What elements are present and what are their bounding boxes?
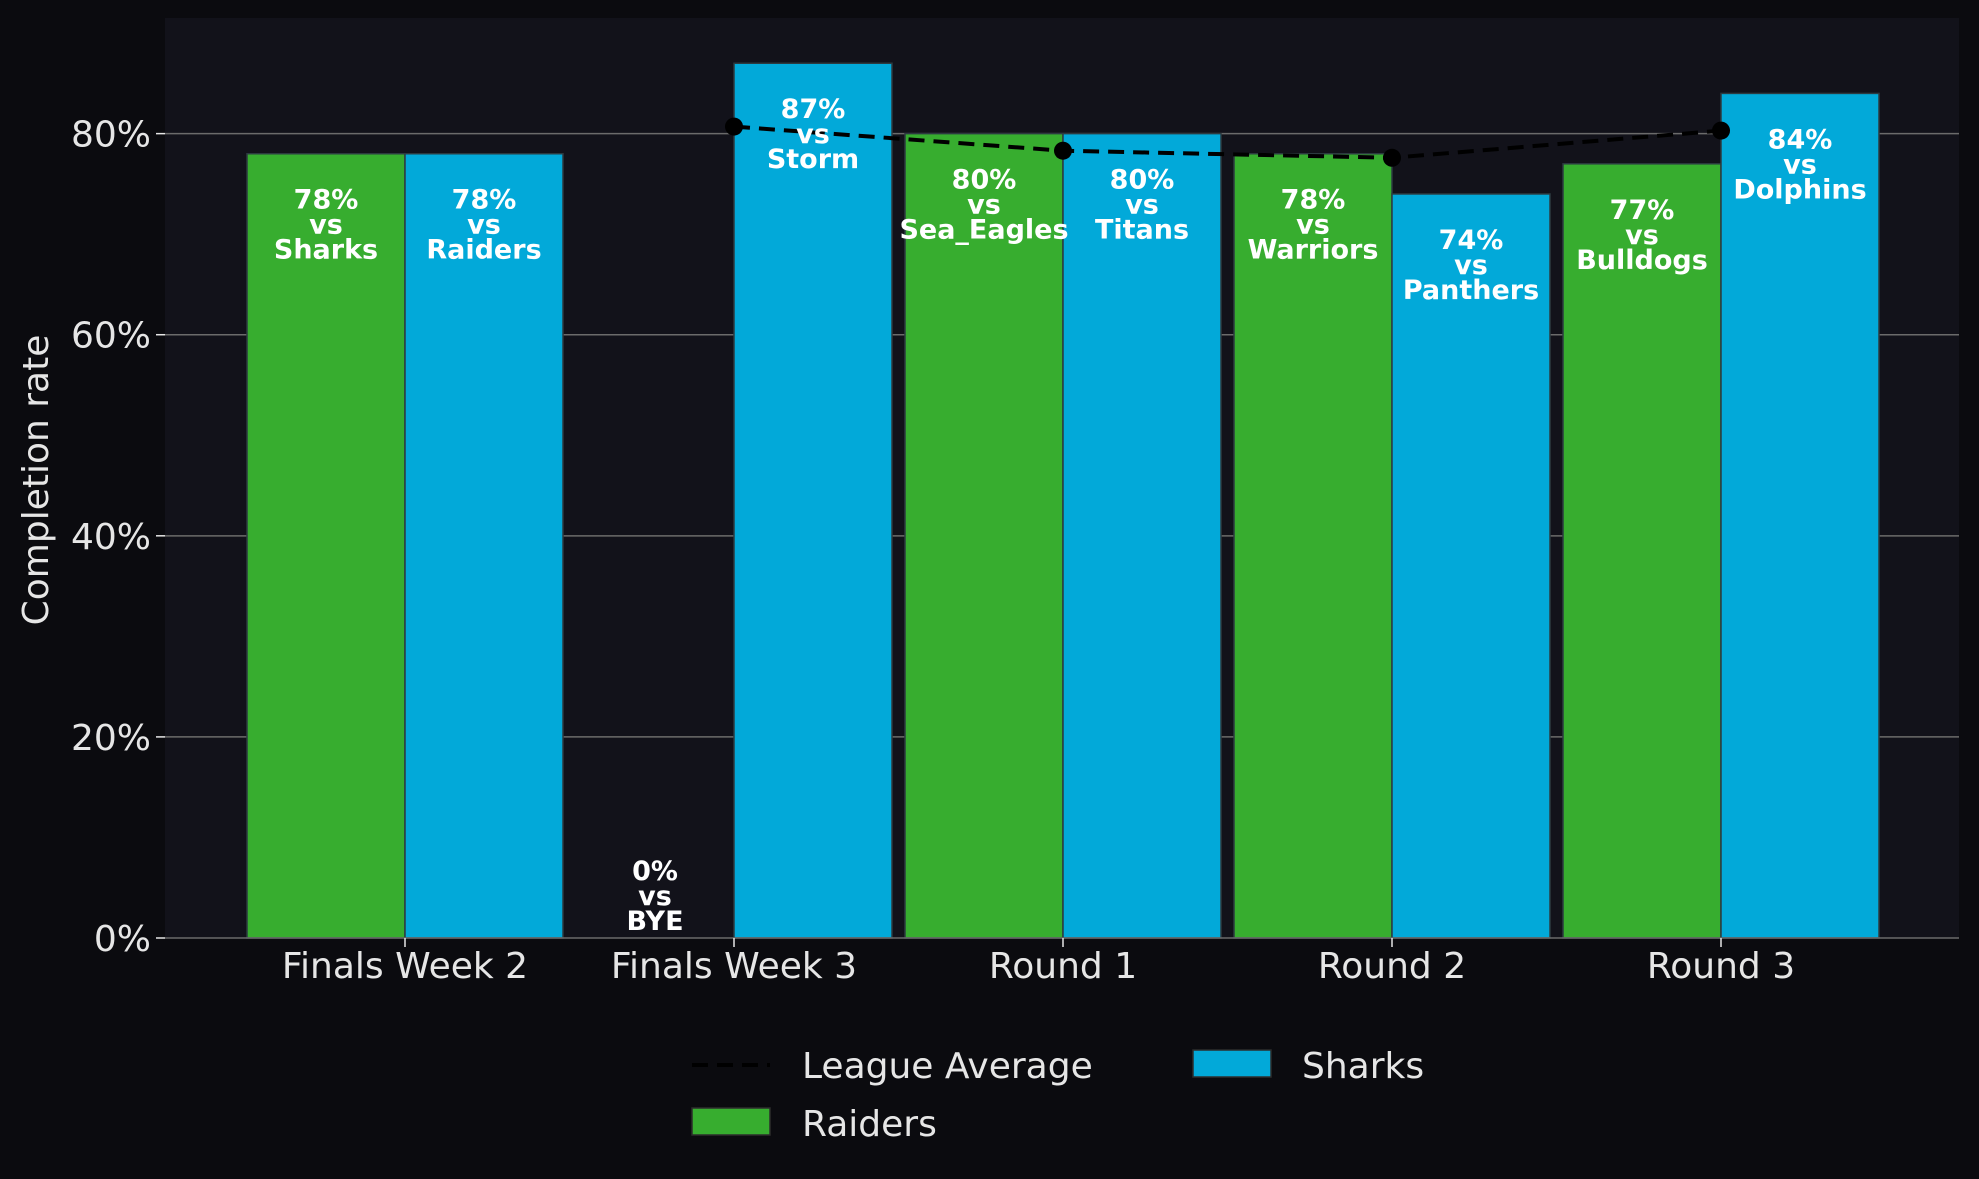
legend-swatch-sharks — [1192, 1049, 1272, 1078]
league-average-point-round-3 — [1712, 121, 1730, 140]
bar-label-sharks-round-2-line1: 74% — [1439, 225, 1504, 256]
bar-label-raiders-round-2-line2: vs — [1296, 210, 1330, 241]
legend: League Average Raiders Sharks — [691, 1046, 1424, 1145]
y-axis-ticks: 0% 20% 40% 60% 80% — [71, 115, 165, 960]
x-tick-label-round-1: Round 1 — [989, 946, 1137, 987]
bar-label-raiders-finals-week-3-line1: 0% — [632, 856, 678, 887]
league-average-point-round-1 — [1054, 141, 1072, 160]
bar-sharks-round-3 — [1720, 92, 1880, 939]
legend-label-league-average: League Average — [802, 1046, 1093, 1087]
bar-label-sharks-finals-week-3-line1: 87% — [781, 94, 846, 125]
league-average-point-round-2 — [1383, 148, 1401, 167]
x-axis-ticks: Finals Week 2 Finals Week 3 Round 1 Round 2… — [282, 938, 1795, 987]
bars — [246, 62, 1880, 939]
bar-label-sharks-round-2-line3: Panthers — [1403, 275, 1539, 306]
bar-label-sharks-finals-week-2-line2: vs — [467, 210, 501, 241]
bar-label-raiders-round-2-line3: Warriors — [1248, 235, 1379, 266]
league-average-point-finals-week-3 — [725, 117, 743, 136]
y-tick-label-0: 0% — [94, 919, 151, 960]
y-tick-label-20: 20% — [71, 718, 151, 759]
bar-label-sharks-round-1-line2: vs — [1125, 190, 1159, 221]
y-axis-label: Completion rate — [16, 335, 57, 626]
legend-label-raiders: Raiders — [802, 1104, 937, 1145]
bar-sharks-round-2 — [1391, 193, 1551, 939]
bar-raiders-round-2 — [1233, 152, 1393, 939]
bar-label-raiders-finals-week-2-line3: Sharks — [274, 235, 378, 266]
bar-label-raiders-round-1-line1: 80% — [952, 165, 1017, 196]
y-tick-label-40: 40% — [71, 517, 151, 558]
x-tick-label-round-2: Round 2 — [1318, 946, 1466, 987]
bar-label-sharks-finals-week-2-line3: Raiders — [426, 235, 541, 266]
bar-label-raiders-finals-week-2-line2: vs — [309, 210, 343, 241]
bar-label-raiders-round-1-line3: Sea_Eagles — [899, 215, 1068, 246]
y-tick-label-60: 60% — [71, 316, 151, 357]
legend-label-sharks: Sharks — [1302, 1046, 1424, 1087]
bar-sharks-round-1 — [1062, 132, 1222, 939]
bar-sharks-finals-week-2 — [404, 152, 564, 939]
bar-label-raiders-round-3-line1: 77% — [1610, 195, 1675, 226]
bar-label-sharks-round-3-line3: Dolphins — [1733, 174, 1866, 205]
bar-label-sharks-round-2-line2: vs — [1454, 250, 1488, 281]
bar-sharks-finals-week-3 — [733, 62, 893, 939]
league-average-dashed-line — [733, 124, 1722, 160]
bar-label-raiders-finals-week-3-line3: BYE — [626, 906, 683, 937]
bar-labels: 78%vsSharks0%vsBYE80%vsSea_Eagles78%vsWa… — [274, 94, 1867, 937]
bar-label-raiders-round-2-line1: 78% — [1281, 185, 1346, 216]
bar-raiders-finals-week-2 — [246, 152, 406, 939]
bar-raiders-round-3 — [1562, 163, 1722, 939]
y-tick-label-80: 80% — [71, 115, 151, 156]
bar-label-raiders-finals-week-2-line1: 78% — [294, 185, 359, 216]
bar-label-sharks-round-1-line1: 80% — [1110, 165, 1175, 196]
bar-label-sharks-round-3-line2: vs — [1783, 149, 1817, 180]
league-average-line — [725, 117, 1730, 167]
x-tick-label-round-3: Round 3 — [1647, 946, 1795, 987]
bar-label-sharks-round-3-line1: 84% — [1768, 124, 1833, 155]
bar-label-sharks-finals-week-2-line1: 78% — [452, 185, 517, 216]
bar-label-sharks-finals-week-3-line2: vs — [796, 119, 830, 150]
bar-label-sharks-round-1-line3: Titans — [1095, 215, 1189, 246]
bar-label-raiders-round-1-line2: vs — [967, 190, 1001, 221]
legend-swatch-raiders — [691, 1107, 771, 1136]
bar-label-raiders-finals-week-3-line2: vs — [638, 881, 672, 912]
bar-label-raiders-round-3-line2: vs — [1625, 220, 1659, 251]
bar-label-raiders-round-3-line3: Bulldogs — [1576, 245, 1708, 276]
bar-label-sharks-finals-week-3-line3: Storm — [767, 144, 859, 175]
x-tick-label-finals-week-3: Finals Week 3 — [611, 946, 857, 987]
bar-raiders-round-1 — [904, 132, 1064, 939]
x-tick-label-finals-week-2: Finals Week 2 — [282, 946, 528, 987]
